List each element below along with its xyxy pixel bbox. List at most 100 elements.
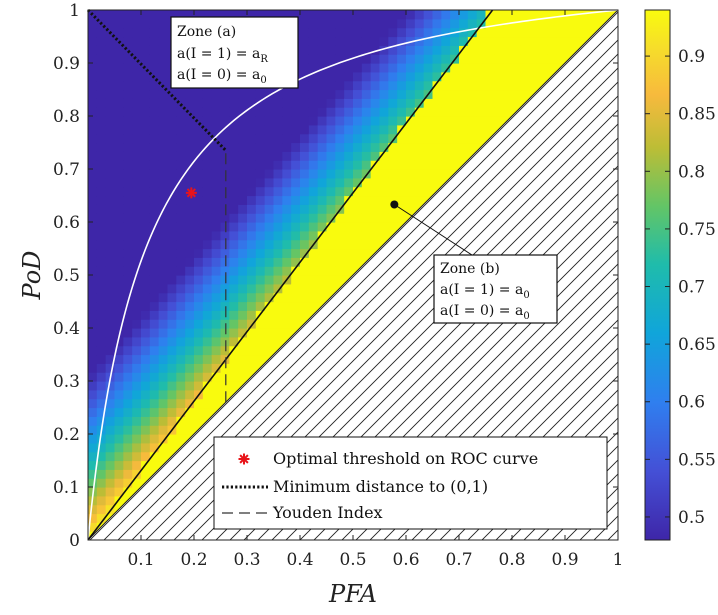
heatmap-cell bbox=[202, 160, 213, 170]
heatmap-cell bbox=[441, 45, 451, 55]
heatmap-cell bbox=[114, 213, 124, 223]
heatmap-cell bbox=[176, 310, 186, 320]
heatmap-cell bbox=[379, 116, 389, 126]
heatmap-cell bbox=[353, 116, 363, 126]
heatmap-cell bbox=[176, 160, 186, 170]
heatmap-cell bbox=[88, 177, 98, 188]
heatmap-cell bbox=[141, 222, 151, 232]
heatmap-cell bbox=[149, 257, 160, 267]
heatmap-cell bbox=[255, 283, 266, 294]
heatmap-cell bbox=[467, 10, 478, 20]
heatmap-cell bbox=[255, 266, 266, 276]
heatmap-cell bbox=[185, 354, 195, 364]
heatmap-cell bbox=[238, 107, 248, 117]
heatmap-cell bbox=[114, 186, 124, 197]
heatmap-cell bbox=[185, 257, 195, 267]
heatmap-cell bbox=[88, 275, 98, 285]
heatmap-cell bbox=[96, 354, 107, 364]
heatmap-cell bbox=[300, 151, 310, 161]
heatmap-cell bbox=[344, 71, 354, 82]
heatmap-cell bbox=[547, 54, 557, 64]
heatmap-cell bbox=[149, 63, 160, 73]
heatmap-cell bbox=[211, 354, 222, 364]
heatmap-cell bbox=[353, 248, 363, 258]
heatmap-cell bbox=[132, 177, 142, 188]
heatmap-cell bbox=[96, 345, 107, 356]
heatmap-cell bbox=[123, 319, 133, 329]
heatmap-cell bbox=[388, 213, 398, 223]
heatmap-cell bbox=[96, 434, 107, 444]
heatmap-cell bbox=[88, 513, 98, 523]
heatmap-cell bbox=[282, 169, 292, 179]
heatmap-cell bbox=[158, 319, 169, 329]
heatmap-cell bbox=[167, 292, 177, 303]
heatmap-cell bbox=[114, 434, 124, 444]
heatmap-cell bbox=[149, 230, 160, 241]
heatmap-cell bbox=[406, 10, 416, 20]
heatmap-cell bbox=[238, 345, 248, 356]
heatmap-cell bbox=[141, 54, 151, 64]
heatmap-cell bbox=[308, 45, 319, 55]
heatmap-cell bbox=[96, 204, 107, 214]
heatmap-cell bbox=[96, 195, 107, 205]
heatmap-cell bbox=[167, 107, 177, 117]
heatmap-cell bbox=[361, 169, 372, 179]
heatmap-cell bbox=[353, 10, 363, 20]
heatmap-cell bbox=[149, 18, 160, 29]
heatmap-cell bbox=[388, 195, 398, 205]
heatmap-cell bbox=[247, 310, 257, 320]
heatmap-cell bbox=[123, 18, 133, 29]
heatmap-cell bbox=[220, 266, 230, 276]
heatmap-cell bbox=[335, 36, 345, 46]
heatmap-cell bbox=[300, 36, 310, 46]
heatmap-cell bbox=[441, 151, 451, 161]
heatmap-cell bbox=[300, 45, 310, 55]
heatmap-cell bbox=[300, 195, 310, 205]
colorbar: 0.50.550.60.650.70.750.80.850.9 bbox=[644, 9, 716, 541]
heatmap-cell bbox=[194, 213, 204, 223]
heatmap-cell bbox=[176, 107, 186, 117]
heatmap-cell bbox=[88, 451, 98, 462]
heatmap-cell bbox=[88, 230, 98, 241]
heatmap-cell bbox=[326, 213, 336, 223]
heatmap-cell bbox=[344, 230, 354, 241]
heatmap-cell bbox=[441, 160, 451, 170]
heatmap-cell bbox=[308, 301, 319, 311]
heatmap-cell bbox=[105, 151, 116, 161]
heatmap-cell bbox=[335, 222, 345, 232]
heatmap-cell bbox=[494, 107, 504, 117]
heatmap-cell bbox=[344, 222, 354, 232]
heatmap-cell bbox=[432, 160, 442, 170]
heatmap-cell bbox=[353, 257, 363, 267]
heatmap-cell bbox=[123, 186, 133, 197]
heatmap-cell bbox=[141, 398, 151, 409]
heatmap-cell bbox=[96, 495, 107, 506]
heatmap-cell bbox=[141, 36, 151, 46]
heatmap-cell bbox=[105, 495, 116, 506]
heatmap-cell bbox=[158, 177, 169, 188]
heatmap-cell bbox=[105, 204, 116, 214]
heatmap-cell bbox=[459, 151, 469, 161]
heatmap-cell bbox=[132, 292, 142, 303]
heatmap-cell bbox=[123, 63, 133, 73]
heatmap-cell bbox=[141, 407, 151, 417]
y-tick-label: 0.7 bbox=[53, 160, 80, 180]
heatmap-cell bbox=[476, 133, 487, 144]
heatmap-cell bbox=[255, 151, 266, 161]
heatmap-cell bbox=[194, 283, 204, 294]
heatmap-cell bbox=[485, 116, 495, 126]
heatmap-cell bbox=[264, 266, 275, 276]
heatmap-cell bbox=[238, 204, 248, 214]
heatmap-cell bbox=[361, 27, 372, 38]
heatmap-cell bbox=[317, 230, 328, 241]
heatmap-cell bbox=[185, 124, 195, 135]
y-tick-label: 0 bbox=[69, 531, 80, 551]
heatmap-cell bbox=[379, 107, 389, 117]
heatmap-cell bbox=[141, 18, 151, 29]
heatmap-cell bbox=[141, 204, 151, 214]
zone-a-annotation: Zone (a) a(I = 1) = aR a(I = 0) = a0 bbox=[170, 16, 299, 89]
heatmap-cell bbox=[291, 151, 301, 161]
heatmap-cell bbox=[141, 98, 151, 108]
heatmap-cell bbox=[388, 133, 398, 144]
